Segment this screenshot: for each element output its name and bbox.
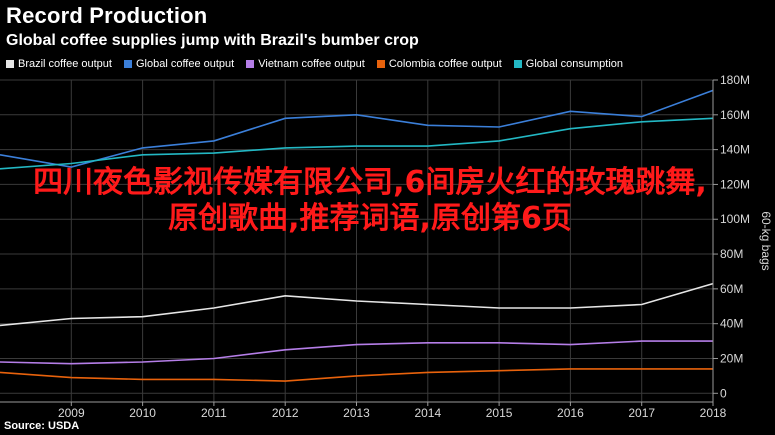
x-tick-label: 2011	[201, 406, 227, 420]
x-tick-label: 2017	[628, 406, 655, 420]
x-tick-label: 2018	[700, 406, 727, 420]
legend-swatch	[6, 60, 14, 68]
x-tick-label: 2010	[129, 406, 156, 420]
y-tick-label: 140M	[720, 143, 750, 157]
legend-swatch	[123, 60, 132, 68]
x-tick-label: 2014	[414, 406, 441, 420]
y-tick-label: 20M	[720, 351, 743, 365]
y-tick-label: 180M	[720, 73, 750, 87]
legend-swatch	[376, 60, 385, 68]
legend-label: Vietnam coffee output	[258, 58, 365, 70]
chart-series	[0, 89, 714, 382]
chart-subtitle: Global coffee supplies jump with Brazil'…	[6, 32, 419, 49]
watermark-overlay-text: 四川夜色影视传媒有限公司,6间房火红的玫瑰跳舞,原创歌曲,推荐词语,原创第6页	[33, 165, 707, 236]
y-tick-label: 100M	[720, 212, 750, 226]
y-tick-label: 40M	[720, 317, 743, 331]
legend-item-global-output: Global coffee output	[123, 58, 235, 70]
legend-label: Global coffee output	[135, 58, 235, 70]
series-line-brazil-coffee-output	[0, 282, 714, 327]
y-tick-label: 0	[720, 386, 727, 400]
x-tick-label: 2015	[486, 406, 513, 420]
x-tick-label: 2012	[272, 406, 299, 420]
chart-legend: Brazil coffee output Global coffee outpu…	[6, 58, 623, 70]
legend-swatch	[246, 60, 255, 68]
source-note: Source: USDA	[4, 420, 80, 432]
y-tick-label: 160M	[720, 108, 750, 122]
y-tick-label: 80M	[720, 247, 743, 261]
legend-swatch	[513, 60, 522, 68]
series-line-vietnam-coffee-output	[0, 340, 713, 365]
series-line-global-consumption	[0, 117, 714, 170]
legend-label: Colombia coffee output	[388, 58, 502, 70]
y-tick-label: 60M	[720, 282, 743, 296]
chart-gridlines	[0, 79, 714, 402]
legend-label: Global consumption	[525, 58, 624, 70]
legend-item-brazil: Brazil coffee output	[6, 58, 112, 70]
series-line-colombia-coffee-output	[0, 368, 713, 382]
series-line-global-coffee-output	[0, 89, 714, 168]
x-tick-label: 2009	[58, 406, 85, 420]
legend-item-colombia: Colombia coffee output	[376, 58, 502, 70]
chart-axes: 0 20M 40M 60M 80M 100M 120M 140M 160M 180M 2009 201…	[0, 73, 773, 420]
x-tick-label: 2013	[343, 406, 370, 420]
legend-label: Brazil coffee output	[18, 58, 112, 70]
y-axis-label: 60-kg bags	[759, 211, 773, 270]
chart-title: Record Production	[6, 3, 208, 28]
legend-item-vietnam: Vietnam coffee output	[246, 58, 365, 70]
legend-item-consumption: Global consumption	[513, 58, 624, 70]
y-tick-label: 120M	[720, 177, 750, 191]
x-tick-label: 2016	[557, 406, 584, 420]
